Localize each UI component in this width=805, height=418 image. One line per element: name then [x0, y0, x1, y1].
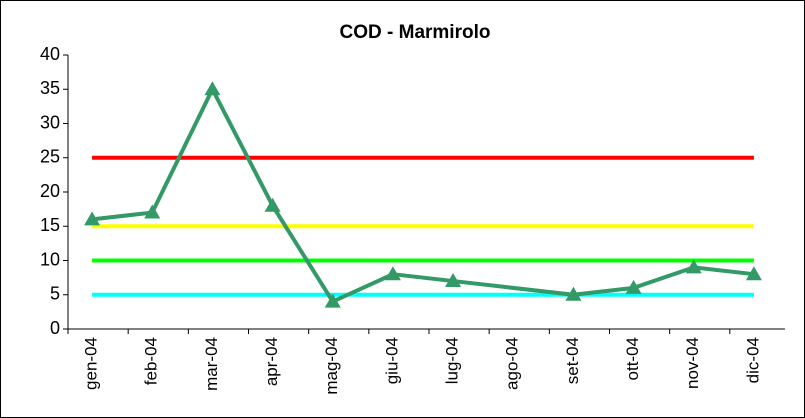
y-tick-label: 20: [40, 181, 60, 201]
chart-title: COD - Marmirolo: [340, 22, 491, 43]
y-tick-label: 5: [50, 284, 60, 304]
x-tick-label: gen-04: [82, 337, 101, 390]
x-tick-label: ott-04: [623, 337, 642, 380]
marker: [565, 286, 582, 301]
y-tick-label: 40: [40, 44, 60, 64]
marker: [745, 266, 762, 281]
y-tick-label: 35: [40, 78, 60, 98]
y-tick-label: 15: [40, 215, 60, 235]
x-tick-label: apr-04: [262, 337, 281, 386]
x-tick-label: ago-04: [503, 337, 522, 390]
marker: [625, 279, 642, 294]
marker: [264, 197, 281, 212]
marker: [324, 293, 341, 308]
x-tick-label: lug-04: [443, 337, 462, 384]
x-tick-label: giu-04: [382, 337, 401, 384]
y-tick-label: 30: [40, 112, 60, 132]
marker: [685, 259, 702, 274]
y-tick-label: 0: [50, 318, 60, 338]
line-connector: [452, 279, 574, 297]
x-tick-label: nov-04: [683, 337, 702, 389]
x-tick-label: mag-04: [322, 337, 341, 395]
x-tick-label: mar-04: [202, 337, 221, 391]
marker: [144, 204, 161, 219]
line: [573, 265, 755, 297]
x-tick-label: dic-04: [743, 337, 762, 383]
x-tick-label: set-04: [563, 337, 582, 384]
marker: [84, 211, 101, 226]
y-tick-label: 25: [40, 147, 60, 167]
marker: [384, 266, 401, 281]
marker: [204, 81, 221, 96]
marker: [445, 273, 462, 288]
y-tick-label: 10: [40, 249, 60, 269]
x-tick-label: feb-04: [142, 337, 161, 385]
